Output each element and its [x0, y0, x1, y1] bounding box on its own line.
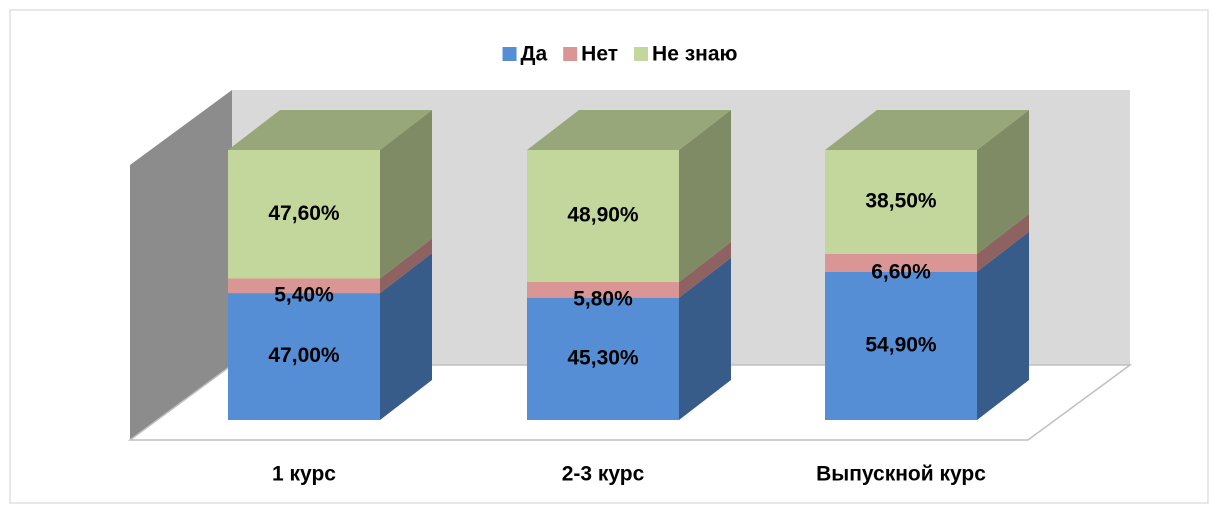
bar-side [977, 213, 1029, 272]
bar-side [977, 231, 1029, 420]
data-label: 48,90% [567, 204, 639, 227]
bar-top [228, 110, 432, 150]
bar-side [380, 238, 432, 294]
bars: 47,00% 5,40% 47,60% 1 курс 45,30% 5,80% 48,90%… [228, 110, 1029, 486]
data-label: 47,60% [268, 202, 340, 225]
legend-swatch [563, 47, 578, 61]
legend-label: Нет [581, 43, 618, 66]
legend: Да Нет Не знаю [502, 43, 738, 66]
bar-side [380, 110, 432, 279]
bar-side [380, 253, 432, 420]
data-label: 54,90% [865, 333, 937, 356]
bar-top [825, 110, 1029, 150]
bar-side [977, 110, 1029, 254]
data-label: 47,00% [268, 344, 340, 367]
data-label: 38,50% [865, 190, 937, 213]
bar-segment [527, 297, 679, 420]
bar-segment [228, 293, 380, 420]
bar-top [527, 110, 731, 150]
side-wall [130, 90, 232, 440]
x-tick-label: 1 курс [272, 463, 336, 486]
bar-segment [228, 150, 380, 279]
bar-segment [825, 253, 977, 272]
data-label: 5,80% [573, 287, 633, 310]
legend-swatch [634, 47, 649, 61]
x-tick-label: Выпускной курс [816, 463, 986, 486]
data-label: 5,40% [274, 283, 334, 306]
bar-segment [228, 278, 380, 294]
bar-segment [527, 150, 679, 283]
bar-side [679, 242, 731, 298]
bar-side [679, 257, 731, 420]
bar-side [679, 110, 731, 283]
bar-segment [825, 150, 977, 254]
data-label: 6,60% [871, 260, 931, 283]
legend-swatch [502, 47, 517, 61]
legend-label: Не знаю [652, 43, 737, 66]
bar-segment [527, 282, 679, 298]
data-label: 45,30% [567, 346, 639, 369]
legend-label: Да [521, 43, 548, 66]
bar-segment [825, 271, 977, 420]
x-tick-label: 2-3 курс [562, 463, 645, 486]
